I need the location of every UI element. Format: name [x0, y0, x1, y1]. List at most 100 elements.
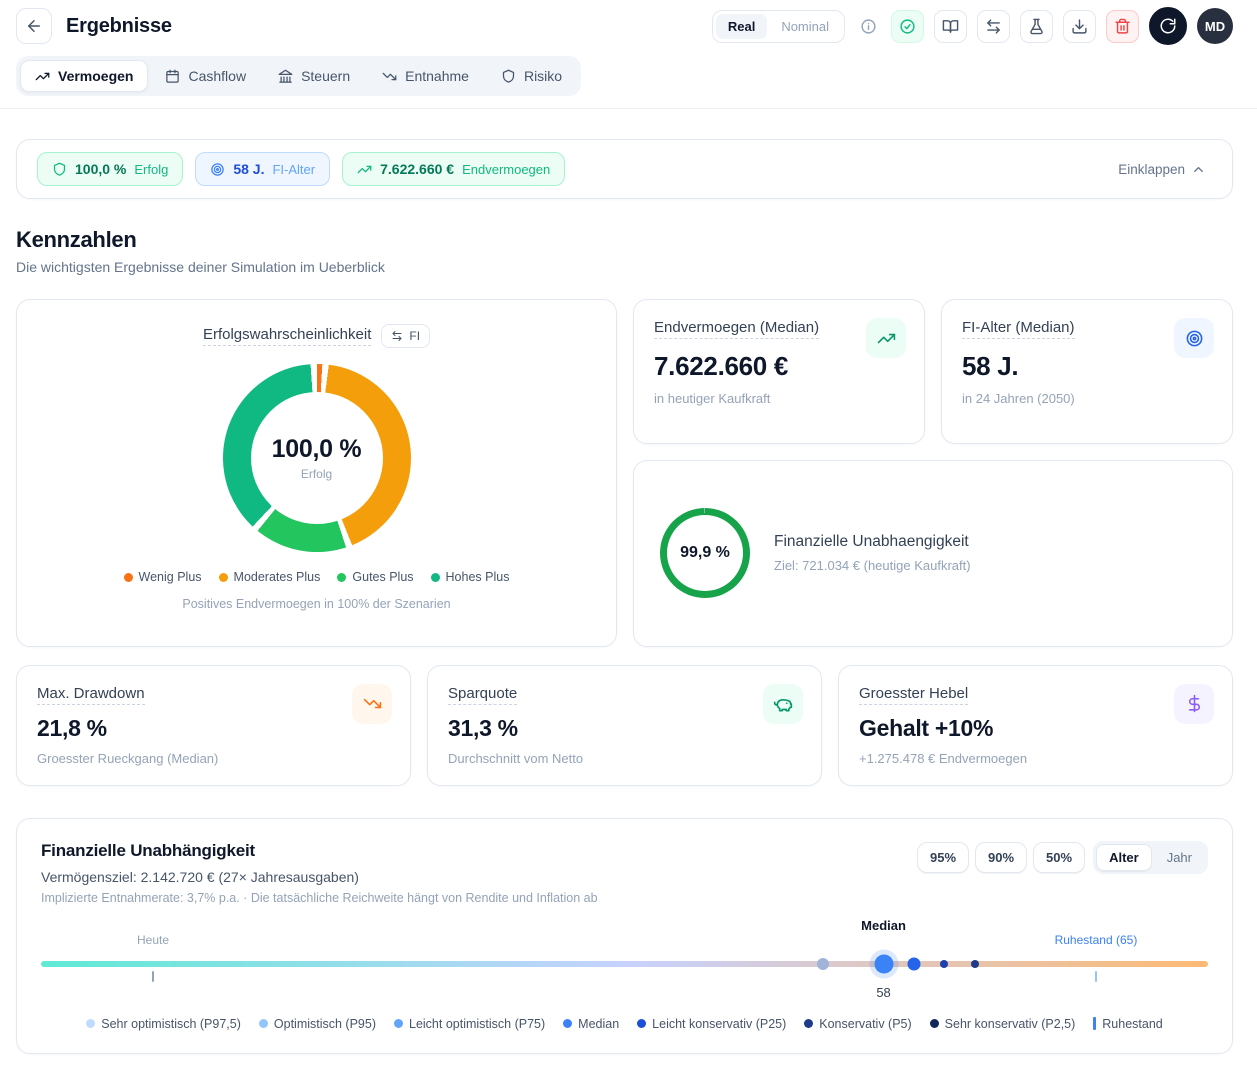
trend-up-icon	[357, 162, 372, 177]
percentile-button-95[interactable]: 95%	[916, 841, 970, 873]
sparquote-value: 31,3 %	[448, 714, 518, 741]
calendar-icon	[165, 69, 180, 84]
hebel-value: Gehalt +10%	[859, 714, 994, 741]
timeline-legend-item: Sehr optimistisch (P97,5)	[86, 1017, 241, 1031]
fi-progress-value: 99,9 %	[667, 515, 743, 592]
fi-timeline-note: Implizierte Entnahmerate: 3,7% p.a. · Di…	[41, 890, 598, 905]
drawdown-value: 21,8 %	[37, 714, 107, 741]
shield-icon	[52, 162, 67, 177]
timeline-legend-item: Leicht optimistisch (P75)	[394, 1017, 545, 1031]
timeline-marker-optimistisch-p95-[interactable]	[816, 957, 829, 970]
endvermoegen-card: Endvermoegen (Median) 7.622.660 € in heu…	[633, 299, 925, 444]
timeline-track	[41, 960, 1208, 967]
fi-badge-label: FI	[409, 329, 421, 343]
summary-chip-fi-alter[interactable]: 58 J. FI-Alter	[195, 152, 331, 186]
fi-badge-button[interactable]: FI	[381, 324, 431, 348]
drawdown-card: Max. Drawdown 21,8 % Groesster Rueckgang…	[16, 664, 411, 786]
legend-bar-icon	[1093, 1017, 1097, 1030]
sparquote-subtitle: Durchschnitt vom Netto	[448, 750, 584, 766]
main-content: 100,0 % Erfolg 58 J. FI-Alter 7.622.660 € End…	[0, 139, 1257, 1070]
donut-legend: Wenig Plus Moderates Plus Gutes Plus Hohes …	[123, 570, 509, 584]
tab-entnahme[interactable]: Entnahme	[367, 60, 484, 92]
percentile-button-90[interactable]: 90%	[975, 841, 1028, 873]
refresh-icon	[1159, 17, 1177, 35]
back-button[interactable]	[16, 8, 52, 44]
piggy-bank-icon	[763, 683, 803, 724]
shield-icon	[501, 69, 516, 84]
legend-dot-icon	[929, 1019, 939, 1028]
landmark-icon	[278, 69, 293, 84]
tab-label: Steuern	[301, 68, 351, 84]
donut-legend-item: Gutes Plus	[337, 570, 414, 584]
rerun-button[interactable]	[1149, 7, 1187, 45]
percentile-button-50[interactable]: 50%	[1033, 841, 1086, 873]
docs-button[interactable]	[934, 9, 967, 43]
dollar-icon	[1174, 683, 1214, 724]
collapse-button[interactable]: Einklappen	[1112, 161, 1212, 178]
avatar[interactable]: MD	[1197, 8, 1233, 44]
fi-timeline-legend: Sehr optimistisch (P97,5) Optimistisch (P…	[41, 1017, 1208, 1031]
info-button[interactable]	[855, 10, 881, 43]
summary-bar: 100,0 % Erfolg 58 J. FI-Alter 7.622.660 € End…	[16, 139, 1233, 199]
tabs-bar: Vermoegen Cashflow Steuern Entnahme Risiko	[0, 52, 1257, 109]
median-label: Median	[861, 917, 906, 933]
timeline-marker-konservativ-p5-[interactable]	[940, 959, 949, 968]
fi-timeline-title: Finanzielle Unabhängigkeit	[41, 840, 255, 860]
tab-cashflow[interactable]: Cashflow	[150, 60, 261, 92]
timeline-marker-median[interactable]	[874, 954, 894, 973]
summary-chip-endvermoegen[interactable]: 7.622.660 € Endvermoegen	[342, 152, 566, 186]
secondary-kpi-row: Max. Drawdown 21,8 % Groesster Rueckgang…	[16, 664, 1233, 786]
chevron-up-icon	[1191, 162, 1206, 177]
real-nominal-toggle: Real Nominal	[711, 9, 845, 43]
download-button[interactable]	[1063, 9, 1096, 43]
timeline-legend-item: Sehr konservativ (P2,5)	[929, 1017, 1075, 1031]
lab-button[interactable]	[1020, 9, 1053, 43]
view-option-jahr[interactable]: Jahr	[1154, 844, 1205, 871]
page-title: Ergebnisse	[66, 14, 172, 37]
legend-dot-icon	[337, 572, 347, 582]
timeline-tick-label: Ruhestand (65)	[1054, 932, 1138, 947]
check-circle-icon	[899, 18, 916, 35]
summary-chip-erfolg[interactable]: 100,0 % Erfolg	[37, 152, 184, 186]
mode-option-real[interactable]: Real	[715, 13, 768, 39]
tabs: Vermoegen Cashflow Steuern Entnahme Risiko	[16, 56, 582, 96]
tab-risiko[interactable]: Risiko	[486, 60, 577, 92]
legend-dot-icon	[430, 572, 440, 582]
mode-option-nominal[interactable]: Nominal	[769, 14, 841, 39]
status-button[interactable]	[891, 9, 924, 43]
timeline-legend-item: Median	[563, 1017, 619, 1031]
sparquote-card: Sparquote 31,3 % Durchschnitt vom Netto	[427, 664, 822, 786]
arrow-left-icon	[25, 17, 43, 35]
success-donut-chart: 100,0 % Erfolg	[222, 364, 411, 552]
book-icon	[942, 18, 959, 35]
donut-legend-item: Hohes Plus	[430, 570, 509, 584]
timeline-marker-leicht-konservativ-p25-[interactable]	[907, 957, 921, 970]
compare-button[interactable]	[977, 9, 1010, 43]
trend-down-icon	[352, 683, 392, 724]
sparquote-title: Sparquote	[448, 685, 518, 705]
donut-center: 100,0 % Erfolg	[250, 392, 383, 524]
success-probability-card: Erfolgswahrscheinlichkeit FI 100,0 % Erf…	[16, 299, 617, 647]
fi-alter-title: FI-Alter (Median)	[962, 319, 1075, 339]
tab-label: Vermoegen	[58, 68, 134, 84]
legend-dot-icon	[563, 1019, 573, 1028]
section-title: Kennzahlen	[16, 227, 137, 252]
header-action-buttons	[855, 7, 1187, 45]
kpi-grid: Erfolgswahrscheinlichkeit FI 100,0 % Erf…	[16, 299, 1233, 647]
fi-progress-title: Finanzielle Unabhaengigkeit	[774, 533, 969, 551]
legend-dot-icon	[258, 1019, 268, 1028]
download-icon	[1071, 18, 1088, 35]
donut-legend-item: Moderates Plus	[218, 570, 320, 584]
timeline-marker-sehr-konservativ-p2-5-[interactable]	[970, 959, 979, 968]
delete-button[interactable]	[1106, 9, 1139, 43]
fi-timeline-header: Finanzielle Unabhängigkeit Vermögensziel…	[41, 840, 1208, 905]
trend-up-icon	[35, 69, 50, 84]
endvermoegen-value: 7.622.660 €	[654, 351, 789, 381]
fi-progress-subtitle: Ziel: 721.034 € (heutige Kaufkraft)	[774, 558, 971, 574]
tab-label: Risiko	[523, 68, 563, 84]
timeline-tick-label: Heute	[137, 932, 170, 947]
tab-vermoegen[interactable]: Vermoegen	[20, 60, 149, 92]
tab-steuern[interactable]: Steuern	[263, 60, 365, 92]
hebel-subtitle: +1.275.478 € Endvermoegen	[859, 750, 1028, 766]
view-option-alter[interactable]: Alter	[1096, 843, 1152, 871]
